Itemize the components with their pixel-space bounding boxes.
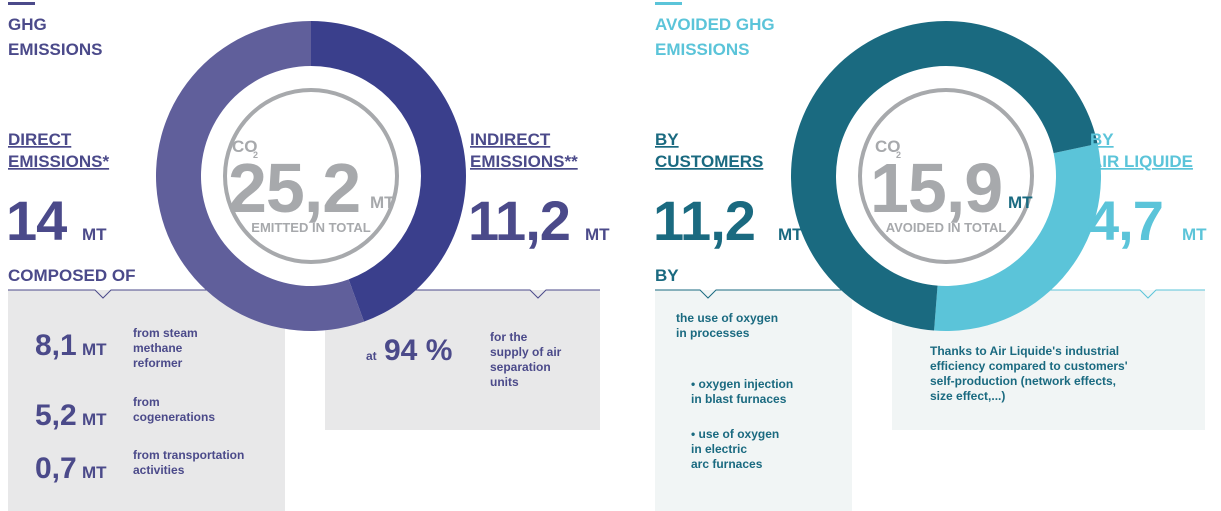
caption: EMITTED IN TOTAL <box>251 220 370 235</box>
header: EMISSIONS <box>655 40 749 59</box>
text: at <box>366 349 377 363</box>
value: 8,1 <box>35 329 77 362</box>
text: cogenerations <box>133 410 215 424</box>
unit: MT <box>82 410 107 429</box>
text: activities <box>133 463 185 477</box>
text: Thanks to Air Liquide's industrial <box>930 344 1119 358</box>
donut-segment <box>791 21 1098 331</box>
co2: CO <box>232 137 258 156</box>
inner-ring <box>858 88 1034 264</box>
donut-segment <box>934 143 1101 331</box>
unit: MT <box>585 225 610 244</box>
text: the use of oxygen <box>676 311 778 325</box>
title: EMISSIONS* <box>8 152 109 171</box>
share: 94 % <box>384 334 452 367</box>
text: units <box>490 375 519 389</box>
co2-sub: 2 <box>253 150 258 160</box>
customers-box <box>655 290 852 511</box>
title: AIR LIQUIDE <box>1090 152 1193 171</box>
divider <box>325 289 600 299</box>
text: in electric <box>691 442 747 456</box>
co2-sub: 2 <box>896 150 901 160</box>
donut-segment <box>156 21 365 331</box>
unit: MT <box>82 463 107 482</box>
text: separation <box>490 360 551 374</box>
value: 11,2 <box>468 189 570 252</box>
text: efficiency compared to customers' <box>930 359 1128 373</box>
text: arc furnaces <box>691 457 763 471</box>
value: 4,7 <box>1088 189 1163 252</box>
title: BY <box>1090 130 1114 149</box>
header-bar <box>655 2 682 5</box>
text: supply of air <box>490 345 562 359</box>
text: in blast furnaces <box>691 392 787 406</box>
unit: MT <box>778 225 803 244</box>
text: in processes <box>676 326 750 340</box>
unit: MT <box>1008 193 1033 212</box>
header: GHG <box>8 15 47 34</box>
donut-segment <box>311 21 466 322</box>
value: 14 <box>6 189 67 252</box>
subtitle: COMPOSED OF <box>8 266 136 285</box>
text: size effect,...) <box>930 389 1005 403</box>
text: self-production (network effects, <box>930 374 1116 388</box>
unit: MT <box>370 193 395 212</box>
value: 5,2 <box>35 399 77 432</box>
total: 25,2 <box>228 149 360 227</box>
divider <box>8 289 300 299</box>
title: BY <box>655 130 679 149</box>
value: 11,2 <box>653 189 755 252</box>
text: from transportation <box>133 448 244 462</box>
header-bar <box>8 2 35 5</box>
title: CUSTOMERS <box>655 152 763 171</box>
text: • oxygen injection <box>691 377 793 391</box>
divider <box>655 289 852 299</box>
title: INDIRECT <box>470 130 551 149</box>
title: DIRECT <box>8 130 72 149</box>
header: EMISSIONS <box>8 40 102 59</box>
caption: AVOIDED IN TOTAL <box>886 220 1007 235</box>
text: methane <box>133 341 183 355</box>
text: from steam <box>133 326 198 340</box>
text: for the <box>490 330 528 344</box>
unit: MT <box>82 340 107 359</box>
text: from <box>133 395 160 409</box>
inner-ring <box>223 88 399 264</box>
text: • use of oxygen <box>691 427 779 441</box>
text: reformer <box>133 356 183 370</box>
divider <box>892 289 1205 299</box>
direct-box <box>8 290 285 511</box>
header: AVOIDED GHG <box>655 15 775 34</box>
co2: CO <box>875 137 901 156</box>
value: 0,7 <box>35 452 77 485</box>
total: 15,9 <box>870 149 1002 227</box>
title: EMISSIONS** <box>470 152 578 171</box>
unit: MT <box>1182 225 1207 244</box>
unit: MT <box>82 225 107 244</box>
subtitle: BY <box>655 266 679 285</box>
